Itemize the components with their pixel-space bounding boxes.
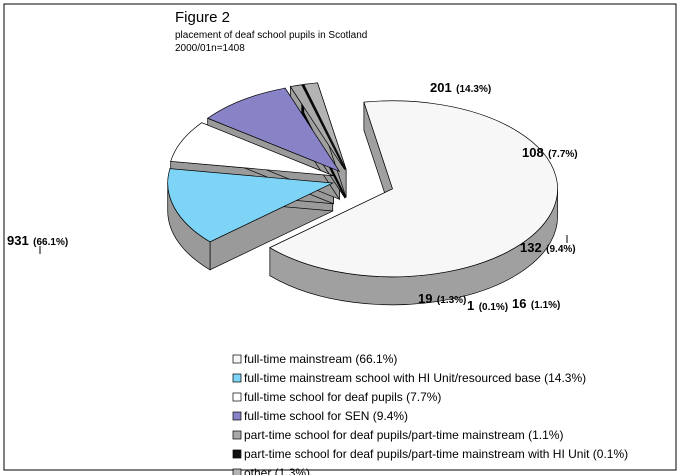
data-label-percent: (7.7%): [548, 149, 577, 160]
data-label: 16 (1.1%): [512, 295, 560, 312]
data-label-percent: (0.1%): [479, 302, 508, 313]
slice: [303, 82, 347, 170]
legend-label: part-time school for deaf pupils/part-ti…: [244, 447, 628, 461]
legend-swatch: [232, 468, 242, 475]
legend-swatch: [232, 373, 242, 383]
data-label-value: 16: [512, 296, 526, 311]
chart-note: 2000/01n=1408: [175, 43, 245, 54]
data-label-value: 201: [430, 80, 452, 95]
chart-subtitle: placement of deaf school pupils in Scotl…: [175, 30, 367, 41]
data-label-percent: (9.4%): [546, 244, 575, 255]
data-label: 108 (7.7%): [522, 144, 578, 161]
data-label-value: 19: [418, 291, 432, 306]
data-label-value: 1: [467, 298, 474, 313]
data-label-value: 931: [7, 233, 29, 248]
slice: [289, 84, 346, 170]
data-label-percent: (1.3%): [437, 295, 466, 306]
slice: [170, 122, 334, 177]
data-label-value: 132: [520, 240, 542, 255]
legend-label: part-time school for deaf pupils/part-ti…: [244, 428, 563, 442]
data-label-percent: (66.1%): [33, 237, 68, 248]
data-label-percent: (1.1%): [531, 300, 560, 311]
data-label: 201 (14.3%): [430, 79, 491, 96]
legend-swatch: [232, 354, 242, 364]
legend-swatch: [232, 392, 242, 402]
chart-title: Figure 2: [175, 9, 230, 26]
legend-swatch: [232, 430, 242, 440]
legend-swatch: [232, 449, 242, 459]
slice: [206, 87, 341, 173]
legend-label: other (1.3%): [244, 466, 310, 475]
legend-swatch: [232, 411, 242, 421]
data-label: 1 (0.1%): [467, 297, 508, 314]
legend-label: full-time mainstream (66.1%): [244, 352, 397, 366]
legend-label: full-time school for deaf pupils (7.7%): [244, 390, 441, 404]
legend-label: full-time mainstream school with HI Unit…: [244, 371, 586, 385]
slice: [167, 168, 335, 243]
data-label-percent: (14.3%): [456, 84, 491, 95]
data-label: 19 (1.3%): [418, 290, 466, 307]
data-label: 132 (9.4%): [520, 239, 576, 256]
slice: [301, 84, 346, 170]
slice: [269, 100, 558, 278]
legend-label: full-time school for SEN (9.4%): [244, 409, 408, 423]
data-label-value: 108: [522, 145, 544, 160]
data-label: 931 (66.1%): [7, 232, 68, 249]
